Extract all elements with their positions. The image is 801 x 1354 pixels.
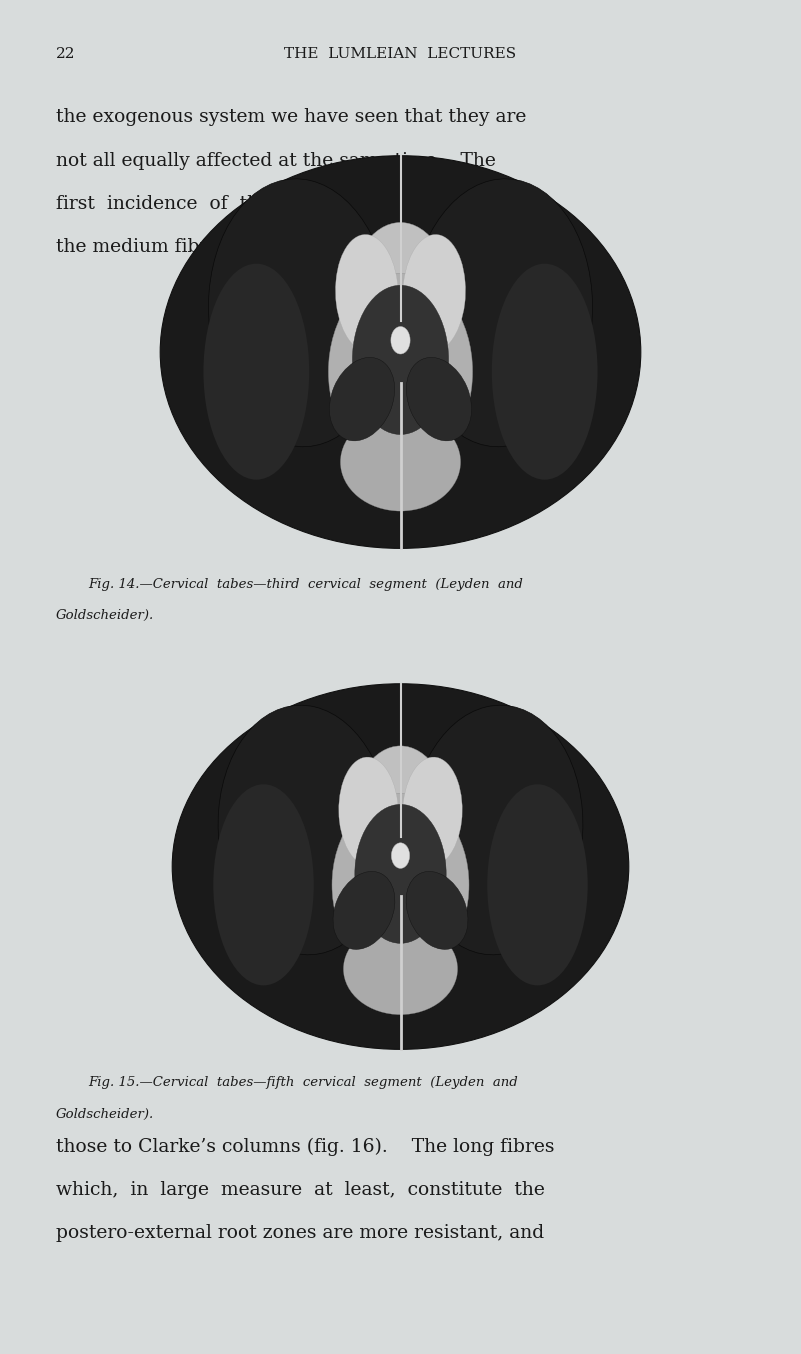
Ellipse shape	[329, 357, 395, 441]
Ellipse shape	[391, 326, 410, 353]
Ellipse shape	[406, 357, 472, 441]
Text: Goldscheider).: Goldscheider).	[56, 1108, 155, 1121]
Text: THE  LUMLEIAN  LECTURES: THE LUMLEIAN LECTURES	[284, 47, 517, 61]
Ellipse shape	[213, 784, 314, 986]
Ellipse shape	[340, 413, 461, 510]
Text: the medium fibres, namely, the reflex collaterals and: the medium fibres, namely, the reflex co…	[56, 238, 554, 256]
Text: Goldscheider).: Goldscheider).	[56, 609, 155, 623]
Text: which,  in  large  measure  at  least,  constitute  the: which, in large measure at least, consti…	[56, 1181, 545, 1198]
Text: the exogenous system we have seen that they are: the exogenous system we have seen that t…	[56, 108, 526, 126]
Text: not all equally affected at the same time.   The: not all equally affected at the same tim…	[56, 152, 496, 169]
Ellipse shape	[203, 264, 309, 479]
Ellipse shape	[208, 179, 391, 447]
Ellipse shape	[492, 264, 598, 479]
Text: Fig. 15.—Cervical  tabes—fifth  cervical  segment  (Leyden  and: Fig. 15.—Cervical tabes—fifth cervical s…	[88, 1076, 518, 1090]
Text: Fig. 14.—Cervical  tabes—third  cervical  segment  (Leyden  and: Fig. 14.—Cervical tabes—third cervical s…	[88, 578, 523, 592]
Ellipse shape	[355, 804, 446, 944]
Text: postero-external root zones are more resistant, and: postero-external root zones are more res…	[56, 1224, 544, 1242]
Text: those to Clarke’s columns (fig. 16).    The long fibres: those to Clarke’s columns (fig. 16). The…	[56, 1137, 554, 1155]
Ellipse shape	[403, 757, 462, 867]
Ellipse shape	[410, 705, 583, 955]
Ellipse shape	[350, 746, 451, 899]
Ellipse shape	[336, 234, 398, 352]
Ellipse shape	[348, 222, 453, 387]
Ellipse shape	[352, 286, 449, 435]
Ellipse shape	[160, 156, 641, 548]
Ellipse shape	[333, 872, 395, 949]
Ellipse shape	[406, 872, 468, 949]
Ellipse shape	[487, 784, 588, 986]
Ellipse shape	[392, 842, 409, 868]
Ellipse shape	[328, 274, 473, 470]
Ellipse shape	[344, 923, 457, 1014]
Text: first  incidence  of  the  degenerative  process  is  on: first incidence of the degenerative proc…	[56, 195, 553, 213]
Ellipse shape	[339, 757, 398, 867]
Text: 22: 22	[56, 47, 75, 61]
Ellipse shape	[410, 179, 593, 447]
Ellipse shape	[218, 705, 391, 955]
Ellipse shape	[332, 793, 469, 976]
Ellipse shape	[403, 234, 465, 352]
Ellipse shape	[172, 684, 629, 1049]
